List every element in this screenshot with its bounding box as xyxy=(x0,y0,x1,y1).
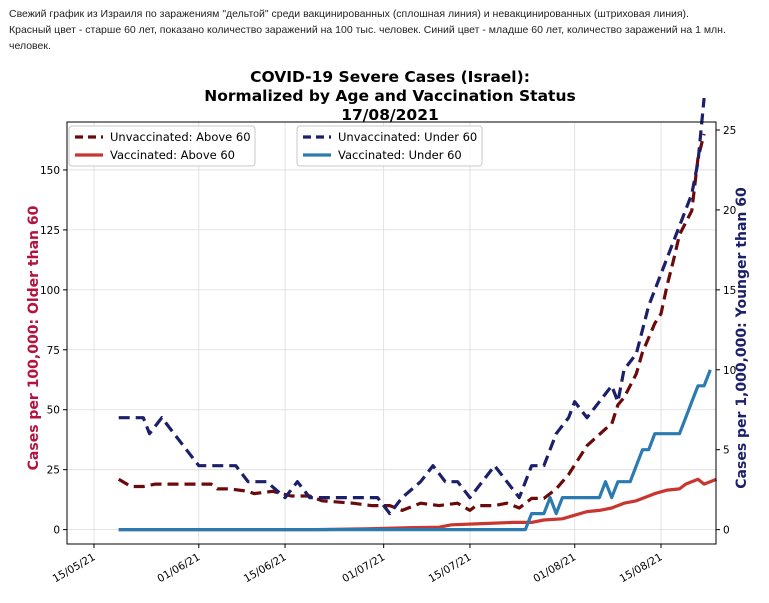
y-right-tick-label: 15 xyxy=(723,285,736,297)
x-tick-label: 15/08/21 xyxy=(618,551,665,585)
legend-label: Unvaccinated: Under 60 xyxy=(338,130,477,144)
legend-box-1 xyxy=(68,125,256,167)
series-line-unvaccinated-under-60 xyxy=(118,97,706,516)
y-left-tick-label: 50 xyxy=(47,405,60,417)
chart-title-line-1: COVID-19 Severe Cases (Israel): xyxy=(250,68,530,86)
y-right-tick-label: 0 xyxy=(723,525,730,537)
y-left-tick-label: 125 xyxy=(40,225,60,237)
caption-line-2: Красный цвет - старше 60 лет, показано к… xyxy=(9,24,726,52)
series-line-vaccinated-under-60 xyxy=(118,369,712,532)
chart-title-line-2: Normalized by Age and Vaccination Status xyxy=(204,87,575,105)
y-left-tick-label: 75 xyxy=(47,345,60,357)
series-line-vaccinated-above-60 xyxy=(118,477,718,532)
x-tick-label: 15/07/21 xyxy=(427,551,474,585)
y-axis-left-label: Cases per 100,000: Older than 60 xyxy=(26,205,42,470)
legend-label: Unvaccinated: Above 60 xyxy=(110,130,251,144)
legend-label: Vaccinated: Above 60 xyxy=(110,148,235,162)
legend: Unvaccinated: Above 60 Vaccinated: Above … xyxy=(68,125,483,167)
x-tick-label: 01/06/21 xyxy=(155,551,202,585)
y-left-tick-label: 0 xyxy=(53,525,60,537)
series-line-unvaccinated-above-60 xyxy=(117,133,706,512)
y-left-tick-label: 100 xyxy=(40,285,60,297)
legend-label: Vaccinated: Under 60 xyxy=(338,148,462,162)
legend-box-2 xyxy=(296,125,483,167)
x-tick-label: 01/08/21 xyxy=(531,551,578,585)
y-right-tick-label: 10 xyxy=(723,365,736,377)
caption-line-1: Свежий график из Израиля по заражениям "… xyxy=(9,8,689,20)
x-tick-label: 15/05/21 xyxy=(51,551,98,585)
y-left-tick-label: 150 xyxy=(40,165,60,177)
x-tick-label: 01/07/21 xyxy=(340,551,387,585)
y-left-tick-label: 25 xyxy=(47,465,60,477)
chart-title-line-3: 17/08/2021 xyxy=(341,106,439,124)
y-right-tick-label: 5 xyxy=(723,445,730,457)
series-layer xyxy=(117,97,718,532)
y-right-tick-label: 20 xyxy=(723,205,736,217)
y-axis-right-label: Cases per 1,000,000: Younger than 60 xyxy=(734,187,750,489)
x-tick-label: 15/06/21 xyxy=(242,551,289,585)
post-caption: Свежий график из Израиля по заражениям "… xyxy=(9,6,759,54)
y-right-tick-label: 25 xyxy=(723,125,736,137)
plot-frame xyxy=(66,121,717,545)
